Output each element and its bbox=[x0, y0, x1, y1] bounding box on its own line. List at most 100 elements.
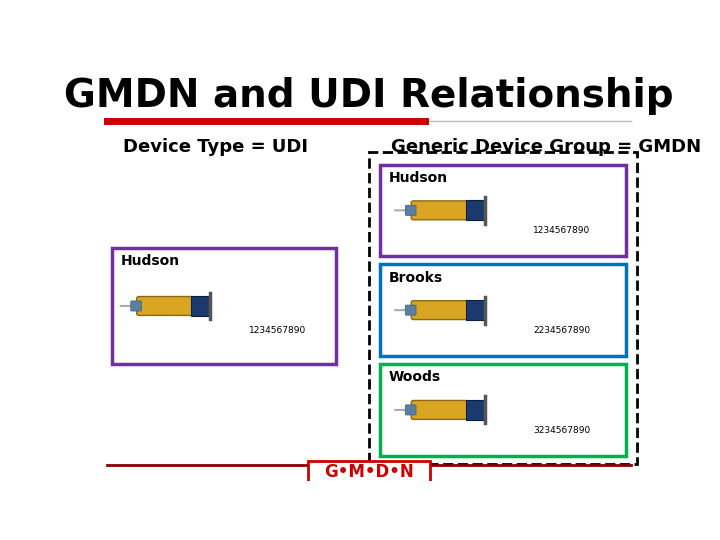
Bar bbox=[564, 186, 565, 223]
Bar bbox=[564, 286, 565, 323]
Bar bbox=[525, 190, 526, 219]
FancyBboxPatch shape bbox=[466, 200, 485, 220]
Bar bbox=[542, 186, 544, 223]
FancyBboxPatch shape bbox=[466, 300, 485, 320]
Bar bbox=[112, 248, 336, 364]
Bar bbox=[560, 186, 562, 223]
FancyBboxPatch shape bbox=[411, 301, 468, 320]
Bar bbox=[546, 290, 548, 319]
Bar bbox=[525, 290, 526, 319]
Bar bbox=[289, 276, 290, 322]
Bar bbox=[240, 276, 242, 322]
Bar bbox=[603, 390, 604, 419]
Bar bbox=[521, 386, 523, 423]
Bar bbox=[592, 386, 594, 423]
Bar bbox=[250, 276, 253, 322]
Bar bbox=[567, 390, 569, 419]
Bar bbox=[298, 276, 300, 322]
Bar bbox=[599, 190, 604, 219]
Bar bbox=[279, 276, 281, 322]
Bar bbox=[557, 190, 562, 219]
Bar bbox=[518, 390, 519, 419]
Bar bbox=[518, 190, 519, 219]
Bar bbox=[549, 286, 552, 323]
Bar bbox=[592, 286, 594, 323]
Bar bbox=[539, 186, 541, 223]
Bar bbox=[581, 290, 583, 319]
Bar bbox=[269, 276, 273, 322]
Bar bbox=[521, 286, 523, 323]
Bar bbox=[603, 190, 604, 219]
Bar bbox=[588, 186, 590, 223]
Bar bbox=[588, 286, 590, 323]
FancyBboxPatch shape bbox=[131, 301, 142, 311]
FancyBboxPatch shape bbox=[405, 205, 416, 215]
Bar bbox=[521, 186, 523, 223]
Bar bbox=[575, 186, 576, 223]
Bar bbox=[549, 186, 552, 223]
Text: Hudson: Hudson bbox=[121, 254, 180, 268]
Bar bbox=[238, 280, 239, 318]
Bar bbox=[315, 280, 316, 318]
Bar bbox=[595, 390, 597, 419]
Bar bbox=[307, 461, 431, 484]
Bar bbox=[595, 290, 597, 319]
Bar bbox=[302, 276, 303, 322]
Bar bbox=[571, 186, 575, 223]
Bar bbox=[369, 152, 636, 464]
Bar bbox=[536, 186, 537, 223]
Bar bbox=[581, 390, 583, 419]
Bar bbox=[592, 186, 594, 223]
Bar bbox=[247, 276, 250, 322]
FancyBboxPatch shape bbox=[137, 296, 194, 315]
Bar bbox=[295, 280, 297, 318]
Bar bbox=[575, 386, 576, 423]
Text: 3234567890: 3234567890 bbox=[534, 426, 590, 435]
Bar bbox=[532, 186, 536, 223]
Bar bbox=[557, 390, 562, 419]
Bar bbox=[588, 386, 590, 423]
Text: G•M•D•N: G•M•D•N bbox=[324, 463, 414, 481]
Bar bbox=[595, 190, 597, 219]
Bar bbox=[581, 190, 583, 219]
Bar bbox=[286, 276, 289, 322]
Bar bbox=[546, 390, 548, 419]
Bar bbox=[542, 386, 544, 423]
Bar bbox=[546, 190, 548, 219]
FancyBboxPatch shape bbox=[405, 405, 416, 415]
Bar bbox=[567, 190, 569, 219]
FancyBboxPatch shape bbox=[191, 296, 210, 316]
Text: Hudson: Hudson bbox=[389, 171, 448, 185]
Text: 1234567890: 1234567890 bbox=[534, 226, 590, 235]
Bar bbox=[273, 280, 277, 318]
Bar bbox=[575, 286, 576, 323]
FancyBboxPatch shape bbox=[466, 400, 485, 420]
Bar bbox=[603, 290, 604, 319]
Bar bbox=[244, 280, 246, 318]
FancyBboxPatch shape bbox=[405, 305, 416, 315]
Bar bbox=[585, 186, 587, 223]
Bar bbox=[571, 286, 575, 323]
Bar bbox=[532, 386, 536, 423]
Bar bbox=[564, 386, 565, 423]
FancyBboxPatch shape bbox=[411, 201, 468, 220]
Bar bbox=[276, 276, 277, 322]
Bar bbox=[560, 286, 562, 323]
Bar bbox=[536, 386, 537, 423]
Bar bbox=[599, 390, 604, 419]
Text: 2234567890: 2234567890 bbox=[534, 326, 590, 335]
Bar bbox=[380, 364, 626, 456]
Bar bbox=[528, 386, 532, 423]
Bar bbox=[266, 276, 268, 322]
Text: Woods: Woods bbox=[389, 370, 441, 384]
Bar bbox=[292, 280, 295, 318]
Bar bbox=[528, 186, 532, 223]
Bar bbox=[571, 386, 575, 423]
Bar bbox=[536, 286, 537, 323]
Bar bbox=[308, 280, 310, 318]
Bar bbox=[311, 280, 316, 318]
Bar bbox=[542, 286, 544, 323]
Bar bbox=[585, 386, 587, 423]
Bar bbox=[599, 290, 604, 319]
Bar bbox=[260, 276, 261, 322]
